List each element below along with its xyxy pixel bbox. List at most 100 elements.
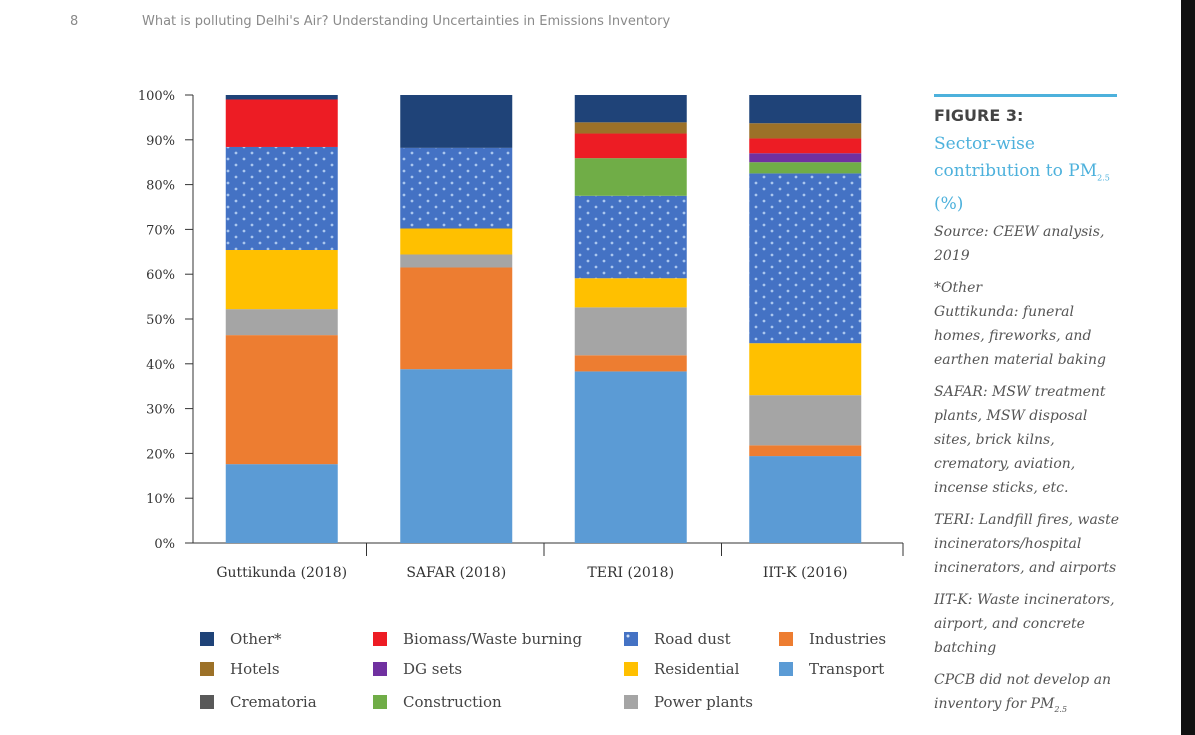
bar-segment-construction-2	[574, 158, 687, 196]
note-cpcb-sub: 2.5	[1054, 704, 1068, 714]
figure-title-text: Sector-wise contribution to PM	[934, 134, 1098, 181]
screen-edge	[1181, 0, 1195, 735]
legend-item: Biomass/Waste burning	[373, 630, 582, 648]
legend-swatch	[624, 695, 638, 709]
legend-label: DG sets	[403, 660, 462, 678]
y-tick-label: 80%	[146, 179, 175, 194]
bar-segment-construction-3	[749, 162, 862, 174]
bar-segment-power-plants-3	[749, 395, 862, 446]
legend-swatch	[624, 662, 638, 676]
note-teri: TERI: Landfill fires, waste incinerators…	[934, 512, 1119, 576]
bar-segment-road-dust-3	[749, 173, 862, 344]
x-category-label: Guttikunda (2018)	[216, 565, 347, 581]
bar-segment-road-dust-0	[225, 146, 338, 251]
bar-segment-industries-1	[400, 267, 513, 370]
legend-label: Industries	[809, 630, 886, 648]
legend-swatch	[373, 695, 387, 709]
figure-rule	[934, 94, 1117, 97]
y-tick-label: 90%	[146, 134, 175, 149]
legend-item: Hotels	[200, 660, 280, 678]
page-number: 8	[70, 14, 79, 29]
bar-segment-transport-1	[400, 369, 513, 543]
legend-item: Industries	[779, 630, 886, 648]
bar-segment-other--1	[400, 95, 513, 148]
bar-segment-industries-2	[574, 355, 687, 372]
note-other: *Other	[934, 280, 983, 296]
bar-segment-road-dust-1	[400, 147, 513, 229]
legend-label: Biomass/Waste burning	[403, 630, 582, 648]
figure-label: FIGURE 3:	[934, 106, 1024, 125]
y-tick-label: 20%	[146, 447, 175, 462]
note-safar: SAFAR: MSW treatment plants, MSW disposa…	[934, 384, 1106, 496]
legend-swatch	[200, 632, 214, 646]
bar-segment-road-dust-2	[574, 195, 687, 279]
legend-swatch	[200, 695, 214, 709]
legend-item: Road dust	[624, 630, 731, 648]
x-category-label: TERI (2018)	[587, 565, 674, 581]
y-tick-label: 60%	[146, 268, 175, 283]
bar-segment-transport-3	[749, 456, 862, 543]
y-tick-label: 40%	[146, 358, 175, 373]
bar-segment-residential-2	[574, 278, 687, 308]
legend-item: Crematoria	[200, 693, 317, 711]
bar-segment-biomass-waste-burning-3	[749, 138, 862, 154]
figure-title-suffix: (%)	[934, 194, 964, 215]
bar-segment-industries-0	[225, 335, 338, 465]
legend-item: Power plants	[624, 693, 753, 711]
bar-segment-other--0	[225, 95, 338, 100]
bar-segment-biomass-waste-burning-2	[574, 133, 687, 159]
note-iitk: IIT-K: Waste incinerators, airport, and …	[934, 592, 1115, 656]
legend-item: Other*	[200, 630, 282, 648]
x-category-label: SAFAR (2018)	[406, 565, 506, 581]
legend-item: Residential	[624, 660, 740, 678]
y-tick-label: 0%	[154, 537, 175, 552]
legend-swatch	[779, 662, 793, 676]
legend-swatch	[779, 632, 793, 646]
legend-item: DG sets	[373, 660, 462, 678]
bar-segment-dg-sets-3	[749, 153, 862, 163]
bar-segment-transport-0	[225, 464, 338, 543]
y-tick-label: 10%	[146, 492, 175, 507]
legend-label: Other*	[230, 630, 282, 648]
stacked-bar-chart: 0% 10% 20% 30% 40% 50% 60% 70% 80% 90% 100% Guttiku…	[138, 89, 904, 711]
legend-swatch	[200, 662, 214, 676]
figure-title: Sector-wise contribution to PM2.5 (%)	[934, 131, 1119, 218]
figure-title-sub: 2.5	[1097, 173, 1110, 183]
bar-segment-industries-3	[749, 445, 862, 457]
bar-segment-power-plants-1	[400, 254, 513, 268]
bar-segment-hotels-3	[749, 123, 862, 139]
y-tick-label: 100%	[138, 89, 175, 104]
figure-notes: Source: CEEW analysis, 2019 *Other Gutti…	[934, 220, 1124, 730]
y-tick-label: 50%	[146, 313, 175, 328]
legend-swatch	[624, 632, 638, 646]
bar-segment-hotels-2	[574, 122, 687, 134]
legend-label: Construction	[403, 693, 502, 711]
legend-swatch	[373, 662, 387, 676]
y-tick-label: 70%	[146, 223, 175, 238]
bar-segment-residential-3	[749, 343, 862, 396]
bar-segment-other--2	[574, 95, 687, 123]
legend-dot	[626, 634, 630, 638]
source-note: Source: CEEW analysis, 2019	[934, 224, 1105, 264]
legend-swatch	[373, 632, 387, 646]
legend-label: Power plants	[654, 693, 753, 711]
bar-segment-other--3	[749, 95, 862, 124]
legend-label: Residential	[654, 660, 740, 678]
note-guttikunda: Guttikunda: funeral homes, fireworks, an…	[934, 304, 1106, 368]
bar-segment-residential-0	[225, 250, 338, 310]
bar-segment-biomass-waste-burning-0	[225, 99, 338, 147]
note-cpcb-text: CPCB did not develop an inventory for PM	[934, 672, 1112, 712]
bar-segment-power-plants-2	[574, 307, 687, 356]
bar-segment-residential-1	[400, 228, 513, 255]
y-tick-label: 30%	[146, 403, 175, 418]
legend-label: Hotels	[230, 660, 280, 678]
legend-label: Road dust	[654, 630, 731, 648]
legend-label: Transport	[809, 660, 884, 678]
legend-item: Transport	[779, 660, 884, 678]
bar-segment-transport-2	[574, 371, 687, 543]
running-title: What is polluting Delhi's Air? Understan…	[142, 14, 671, 29]
x-category-label: IIT-K (2016)	[763, 565, 848, 581]
note-cpcb: CPCB did not develop an inventory for PM…	[934, 668, 1124, 722]
legend-label: Crematoria	[230, 693, 317, 711]
legend-item: Construction	[373, 693, 502, 711]
